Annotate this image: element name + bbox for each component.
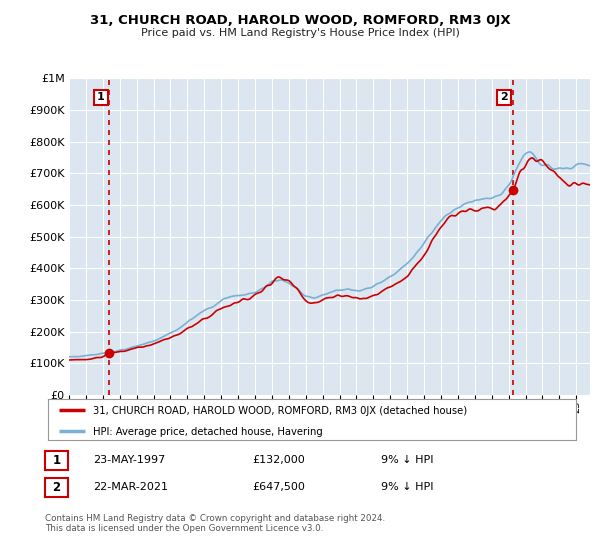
- Text: £647,500: £647,500: [252, 482, 305, 492]
- Text: 22-MAR-2021: 22-MAR-2021: [93, 482, 168, 492]
- Text: 31, CHURCH ROAD, HAROLD WOOD, ROMFORD, RM3 0JX: 31, CHURCH ROAD, HAROLD WOOD, ROMFORD, R…: [89, 14, 511, 27]
- Text: 2: 2: [500, 92, 508, 102]
- Text: 9% ↓ HPI: 9% ↓ HPI: [381, 455, 433, 465]
- Text: £132,000: £132,000: [252, 455, 305, 465]
- Text: Contains HM Land Registry data © Crown copyright and database right 2024.
This d: Contains HM Land Registry data © Crown c…: [45, 514, 385, 533]
- Text: HPI: Average price, detached house, Havering: HPI: Average price, detached house, Have…: [93, 427, 323, 437]
- Text: 23-MAY-1997: 23-MAY-1997: [93, 455, 165, 465]
- Text: 2: 2: [52, 480, 61, 494]
- Text: Price paid vs. HM Land Registry's House Price Index (HPI): Price paid vs. HM Land Registry's House …: [140, 28, 460, 38]
- Text: 1: 1: [97, 92, 105, 102]
- Text: 1: 1: [52, 454, 61, 467]
- Text: 31, CHURCH ROAD, HAROLD WOOD, ROMFORD, RM3 0JX (detached house): 31, CHURCH ROAD, HAROLD WOOD, ROMFORD, R…: [93, 407, 467, 417]
- Text: 9% ↓ HPI: 9% ↓ HPI: [381, 482, 433, 492]
